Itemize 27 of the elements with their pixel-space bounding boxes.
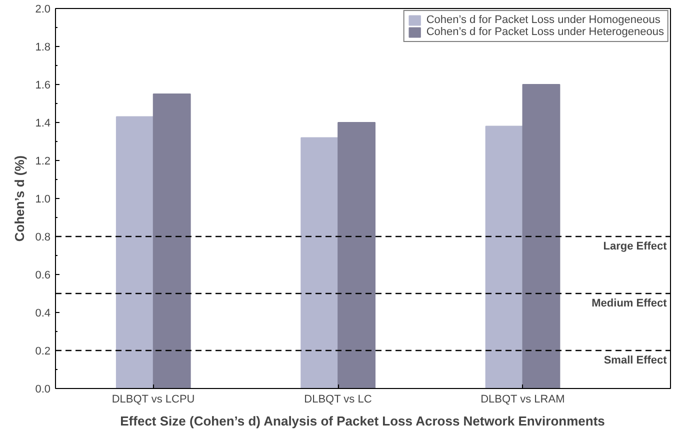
- bar: [522, 84, 560, 388]
- y-tick-label: 0.4: [35, 308, 51, 320]
- y-tick-label: 1.8: [35, 42, 51, 54]
- y-tick-label: 1.4: [35, 118, 51, 130]
- bar: [300, 137, 339, 388]
- y-tick-label: 0.2: [35, 346, 51, 358]
- y-tick-label: 0.0: [35, 384, 51, 396]
- ref-line-label: Large Effect: [603, 240, 668, 252]
- y-tick-label: 1.2: [35, 156, 51, 168]
- bar: [116, 116, 154, 388]
- x-tick-label: DLBQT vs LCPU: [112, 394, 195, 406]
- bar: [152, 94, 191, 388]
- ref-line-label: Small Effect: [604, 354, 668, 366]
- bar: [338, 122, 376, 388]
- legend-label: Cohen’s d for Packet Loss under Heterogeneous: [426, 26, 664, 38]
- bar: [485, 126, 524, 388]
- y-tick-label: 1.0: [35, 194, 51, 206]
- x-tick-label: DLBQT vs LRAM: [480, 394, 565, 406]
- x-tick-label: DLBQT vs LC: [304, 394, 372, 406]
- x-axis-title: Effect Size (Cohen’s d) Analysis of Packet Loss Across Network Environments: [120, 414, 605, 428]
- ref-line-label: Medium Effect: [592, 298, 668, 310]
- y-tick-label: 0.6: [35, 270, 51, 282]
- y-axis-title: Cohen’s d (%): [12, 155, 28, 242]
- y-tick-label: 1.6: [35, 80, 51, 92]
- y-tick-label: 2.0: [35, 4, 51, 16]
- legend-label: Cohen’s d for Packet Loss under Homogeneous: [426, 14, 660, 26]
- y-tick-label: 0.8: [35, 232, 51, 244]
